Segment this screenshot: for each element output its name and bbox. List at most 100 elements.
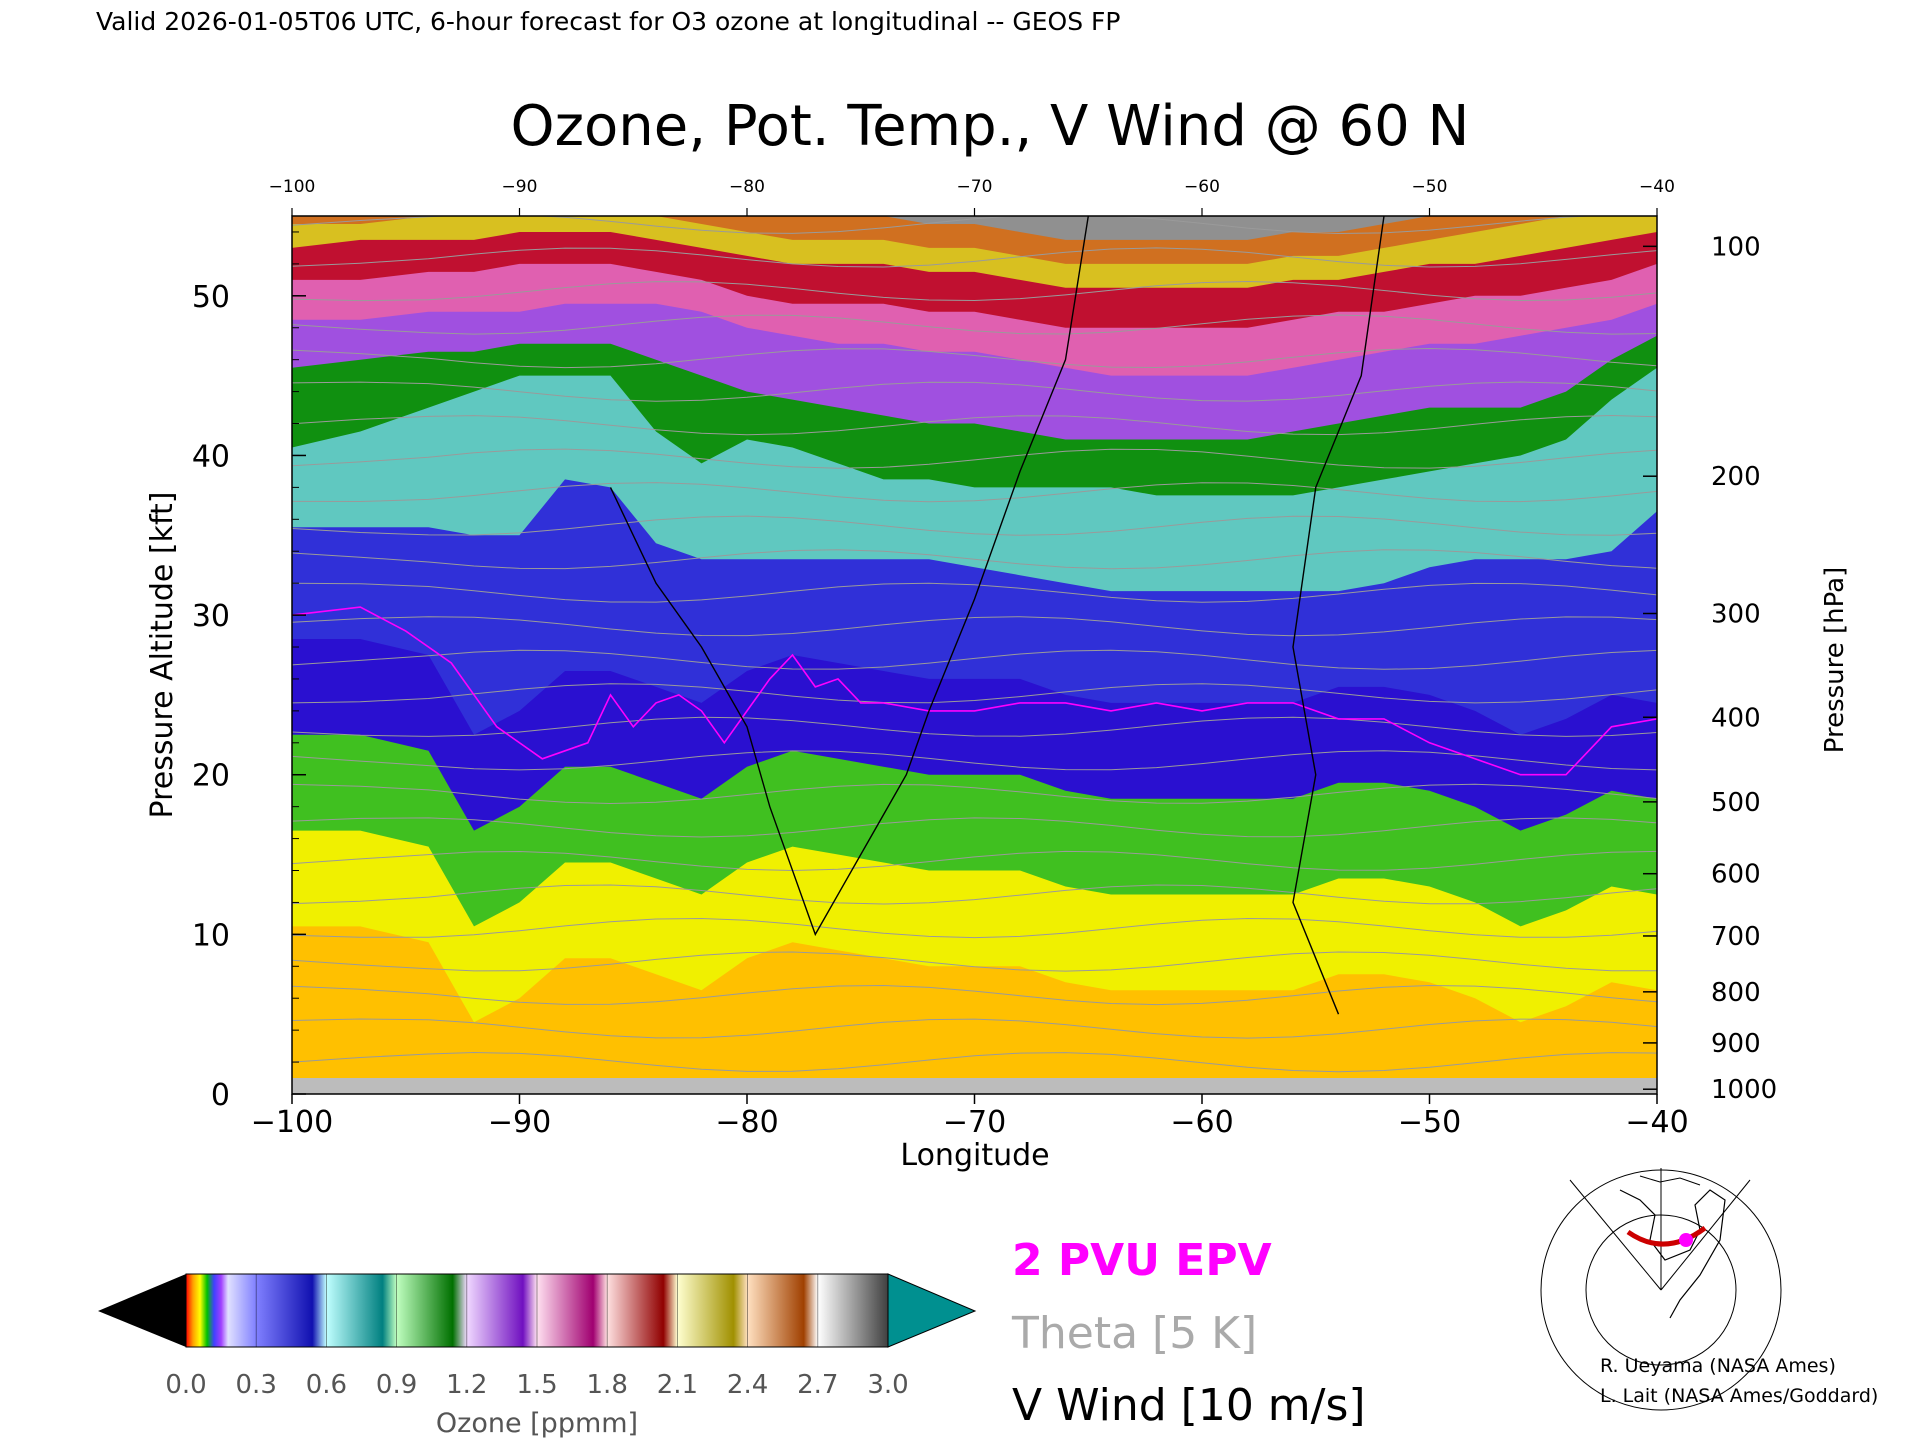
x-top-tick-label: −100 [269, 177, 316, 197]
theta-isentrope [292, 783, 1657, 805]
theta-isentrope [292, 381, 1657, 402]
colorbar-tick-label: 2.7 [797, 1370, 838, 1400]
theta-isentrope [292, 917, 1657, 939]
x-axis-top: −100 −90 −80 −70 −60 −50 −40 [269, 177, 1675, 216]
v-wind-contour-10 [1292, 216, 1385, 1015]
theta-isentrope [292, 549, 1657, 570]
y-right-tick-label: 400 [1711, 703, 1761, 733]
colorbar-tick-label: 0.3 [236, 1370, 277, 1400]
credit-line-1: R. Ueyama (NASA Ames) [1600, 1355, 1836, 1377]
credit-line-2: L. Lait (NASA Ames/Goddard) [1600, 1385, 1878, 1407]
y-tick-label: 50 [192, 280, 230, 315]
colorbar-tick-label: 1.5 [516, 1370, 557, 1400]
map-meridian [1569, 1179, 1662, 1291]
pv-contour [292, 606, 1657, 776]
y-right-tick-label: 500 [1711, 788, 1761, 818]
theta-isentrope [292, 716, 1657, 737]
legend-pv: 2 PVU EPV [1012, 1235, 1272, 1286]
colorbar-under-arrow [98, 1274, 186, 1347]
theta-isentrope [292, 247, 1657, 268]
map-coastline [1639, 1175, 1701, 1186]
colorbar-tick-label: 2.1 [657, 1370, 698, 1400]
colorbar-tick-label: 2.4 [727, 1370, 768, 1400]
y-tick-label: 40 [192, 439, 230, 474]
legend-theta: Theta [5 K] [1011, 1308, 1257, 1359]
theta-isentrope [292, 448, 1657, 469]
contour-legend: 2 PVU EPV Theta [5 K] V Wind [10 m/s] [1011, 1235, 1366, 1431]
theta-isentrope [292, 414, 1657, 436]
y-axis-left: 0 10 20 30 40 50 [192, 231, 306, 1113]
map-coastline [1619, 1189, 1726, 1319]
y-right-tick-label: 300 [1711, 599, 1761, 629]
theta-isentrope [292, 817, 1657, 838]
y-tick-label: 30 [192, 599, 230, 634]
colorbar-tick-label: 1.8 [587, 1370, 628, 1400]
y-tick-label: 20 [192, 759, 230, 794]
x-tick-label: −80 [715, 1105, 778, 1140]
locator-map [1540, 1168, 1782, 1411]
legend-vwind: V Wind [10 m/s] [1012, 1380, 1366, 1431]
x-top-tick-label: −40 [1639, 177, 1675, 197]
x-axis-label: Longitude [900, 1138, 1049, 1173]
colorbar-tick-label: 1.2 [446, 1370, 487, 1400]
theta-isentrope [292, 884, 1657, 905]
colorbar-tick-label: 0.9 [376, 1370, 417, 1400]
theta-isentrope [292, 683, 1657, 704]
v-wind-zero-contour [609, 216, 1089, 937]
theta-isentrope [292, 347, 1657, 369]
cross-section-path [1626, 1225, 1707, 1247]
y-right-tick-label: 800 [1711, 978, 1761, 1008]
y-right-tick-label: 200 [1711, 462, 1761, 492]
y-right-tick-label: 700 [1711, 922, 1761, 952]
valid-time-header: Valid 2026-01-05T06 UTC, 6-hour forecast… [96, 7, 1120, 36]
x-tick-label: −70 [943, 1105, 1006, 1140]
x-axis-bottom: −100 −90 −80 −70 −60 −50 −40 [251, 1094, 1689, 1140]
theta-isentrope [292, 216, 1598, 235]
theta-isentrope [292, 582, 1657, 603]
chart-title: Ozone, Pot. Temp., V Wind @ 60 N [511, 94, 1470, 159]
colorbar: 0.0 0.3 0.6 0.9 1.2 1.5 1.8 2.1 2.4 2.7 3.0 Ozone … [98, 1273, 977, 1439]
x-top-tick-label: −80 [729, 177, 765, 197]
y-tick-label: 0 [211, 1078, 230, 1113]
surface-terrain [292, 1078, 1657, 1094]
theta-isentrope [292, 482, 1657, 503]
colorbar-tick-label: 0.6 [306, 1370, 347, 1400]
theta-isentrope [292, 649, 1657, 670]
ozone-layers [292, 216, 1657, 1094]
y-axis-left-label: Pressure Altitude [kft] [145, 492, 180, 819]
map-meridian [1660, 1179, 1751, 1291]
y-axis-right: 100 200 300 400 500 600 700 800 900 1000 [1643, 232, 1777, 1105]
theta-isentrope [292, 314, 1657, 335]
colorbar-label: Ozone [ppmm] [436, 1408, 638, 1439]
theta-isentrope [292, 1018, 1657, 1039]
y-axis-right-label: Pressure [hPa] [1820, 567, 1850, 754]
y-right-tick-label: 100 [1711, 232, 1761, 262]
colorbar-tick-label: 3.0 [867, 1370, 908, 1400]
y-tick-label: 10 [192, 918, 230, 953]
colorbar-over-arrow [887, 1273, 977, 1348]
x-tick-label: −40 [1625, 1105, 1688, 1140]
theta-isentrope [292, 1051, 1657, 1073]
y-right-tick-label: 600 [1711, 860, 1761, 890]
v-wind-contours [609, 216, 1385, 1015]
theta-isentrope [292, 951, 1657, 972]
theta-isentrope [292, 750, 1657, 771]
x-top-tick-label: −70 [957, 177, 993, 197]
pv-2pvu-line [292, 606, 1657, 776]
ozone-layer-lower-orange [292, 926, 1657, 1094]
colorbar-ticks: 0.0 0.3 0.6 0.9 1.2 1.5 1.8 2.1 2.4 2.7 3.0 [165, 1274, 909, 1400]
x-tick-label: −100 [251, 1105, 333, 1140]
x-tick-label: −90 [488, 1105, 551, 1140]
section-marker [1679, 1233, 1693, 1247]
y-right-tick-label: 900 [1711, 1029, 1761, 1059]
x-tick-label: −50 [1398, 1105, 1461, 1140]
colorbar-tick-label: 0.0 [165, 1370, 206, 1400]
theta-isentrope [292, 850, 1657, 872]
y-right-tick-label: 1000 [1711, 1075, 1777, 1105]
theta-isentrope [292, 280, 1657, 302]
theta-isentrope [292, 616, 1657, 637]
x-tick-label: −60 [1170, 1105, 1233, 1140]
x-top-tick-label: −90 [502, 177, 538, 197]
theta-isentrope [292, 984, 1657, 1006]
